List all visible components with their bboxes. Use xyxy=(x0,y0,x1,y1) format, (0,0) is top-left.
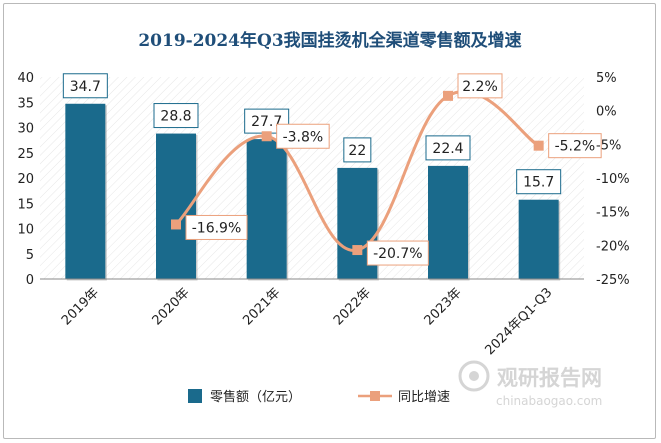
y-left-tick: 35 xyxy=(17,96,34,111)
bar-label: 15.7 xyxy=(523,175,554,191)
y-right-tick: 0% xyxy=(596,105,617,120)
watermark-brand: 观研报告网 xyxy=(497,366,602,390)
chart-title: 2019-2024年Q3我国挂烫机全渠道零售额及增速 xyxy=(138,30,521,51)
y-right-tick: -5% xyxy=(596,138,621,153)
bar xyxy=(65,103,106,279)
x-tick: 2019年 xyxy=(59,285,102,328)
legend-line-label: 同比增速 xyxy=(398,390,450,405)
bar-label-box xyxy=(244,108,290,134)
y-right-tick: -15% xyxy=(596,206,630,221)
line-label: -16.9% xyxy=(192,220,242,236)
y-left-tick: 15 xyxy=(17,197,34,212)
x-tick: 2023年 xyxy=(422,285,465,328)
bar xyxy=(428,165,468,279)
y-left-tick: 20 xyxy=(17,172,34,187)
y-right-tick: 5% xyxy=(596,71,617,86)
legend: 零售额（亿元） 同比增速 xyxy=(188,389,450,405)
y-left-tick: 0 xyxy=(26,273,34,288)
line-marker xyxy=(443,90,453,101)
line-marker xyxy=(171,219,181,230)
line-marker xyxy=(261,131,272,142)
x-tick: 2024年Q1-Q3 xyxy=(482,285,555,358)
bar-label-box xyxy=(153,103,199,129)
watermark-logo-dot xyxy=(469,371,479,381)
plot-area: 34.7 28.8 27.7 22 22.4 15.7 -16.9% -3.8% -20.7% 2… xyxy=(40,73,602,281)
x-tick: 2020年 xyxy=(150,285,193,328)
bar-label-box xyxy=(516,169,562,195)
watermark-url: chinabaogao.com xyxy=(496,394,602,408)
x-tick: 2021年 xyxy=(240,285,283,328)
y-left-tick: 25 xyxy=(17,147,34,162)
watermark: 观研报告网 chinabaogao.com xyxy=(458,360,602,408)
bar xyxy=(518,199,559,279)
legend-line-marker xyxy=(370,391,380,401)
y-right-tick: -25% xyxy=(596,273,630,288)
line-marker xyxy=(352,245,363,256)
bar-label: 22.4 xyxy=(432,141,463,157)
watermark-logo-icon xyxy=(458,360,490,392)
line-label-box xyxy=(185,214,248,240)
legend-bar-label: 零售额（亿元） xyxy=(210,389,301,405)
bar-label: 34.7 xyxy=(70,79,101,95)
line-label: -20.7% xyxy=(373,246,423,262)
x-tick: 2022年 xyxy=(331,285,374,328)
line-label-box xyxy=(457,73,503,99)
bar-label-box xyxy=(62,73,108,99)
line-label: -3.8% xyxy=(283,129,324,145)
line-label: 2.2% xyxy=(462,79,498,95)
y-right-tick: -10% xyxy=(596,172,630,187)
line-label: -5.2% xyxy=(555,139,596,155)
y-axis-right: -25% -20% -15% -10% -5% 0% 5% xyxy=(596,71,630,288)
bar-label: 27.7 xyxy=(251,114,282,130)
line-label-box xyxy=(366,240,429,266)
y-left-tick: 30 xyxy=(17,122,34,137)
bar-label: 28.8 xyxy=(160,109,191,125)
legend-bar-swatch xyxy=(188,389,202,403)
y-right-tick: -20% xyxy=(596,239,630,254)
line-label-box xyxy=(548,133,602,159)
line-label-box xyxy=(276,123,330,149)
x-axis: 2019年 2020年 2021年 2022年 2023年 2024年Q1-Q3 xyxy=(59,285,556,358)
bar xyxy=(246,139,287,279)
bar-label: 22 xyxy=(348,143,366,159)
line-marker xyxy=(533,140,544,151)
y-left-tick: 5 xyxy=(26,248,34,263)
bar-label-box xyxy=(425,135,471,161)
plot-background xyxy=(40,77,584,279)
y-axis-left: 0 5 10 15 20 25 30 35 40 xyxy=(17,71,34,288)
y-left-tick: 10 xyxy=(17,223,34,238)
bar-label-box xyxy=(343,137,372,163)
y-left-tick: 40 xyxy=(17,71,34,86)
